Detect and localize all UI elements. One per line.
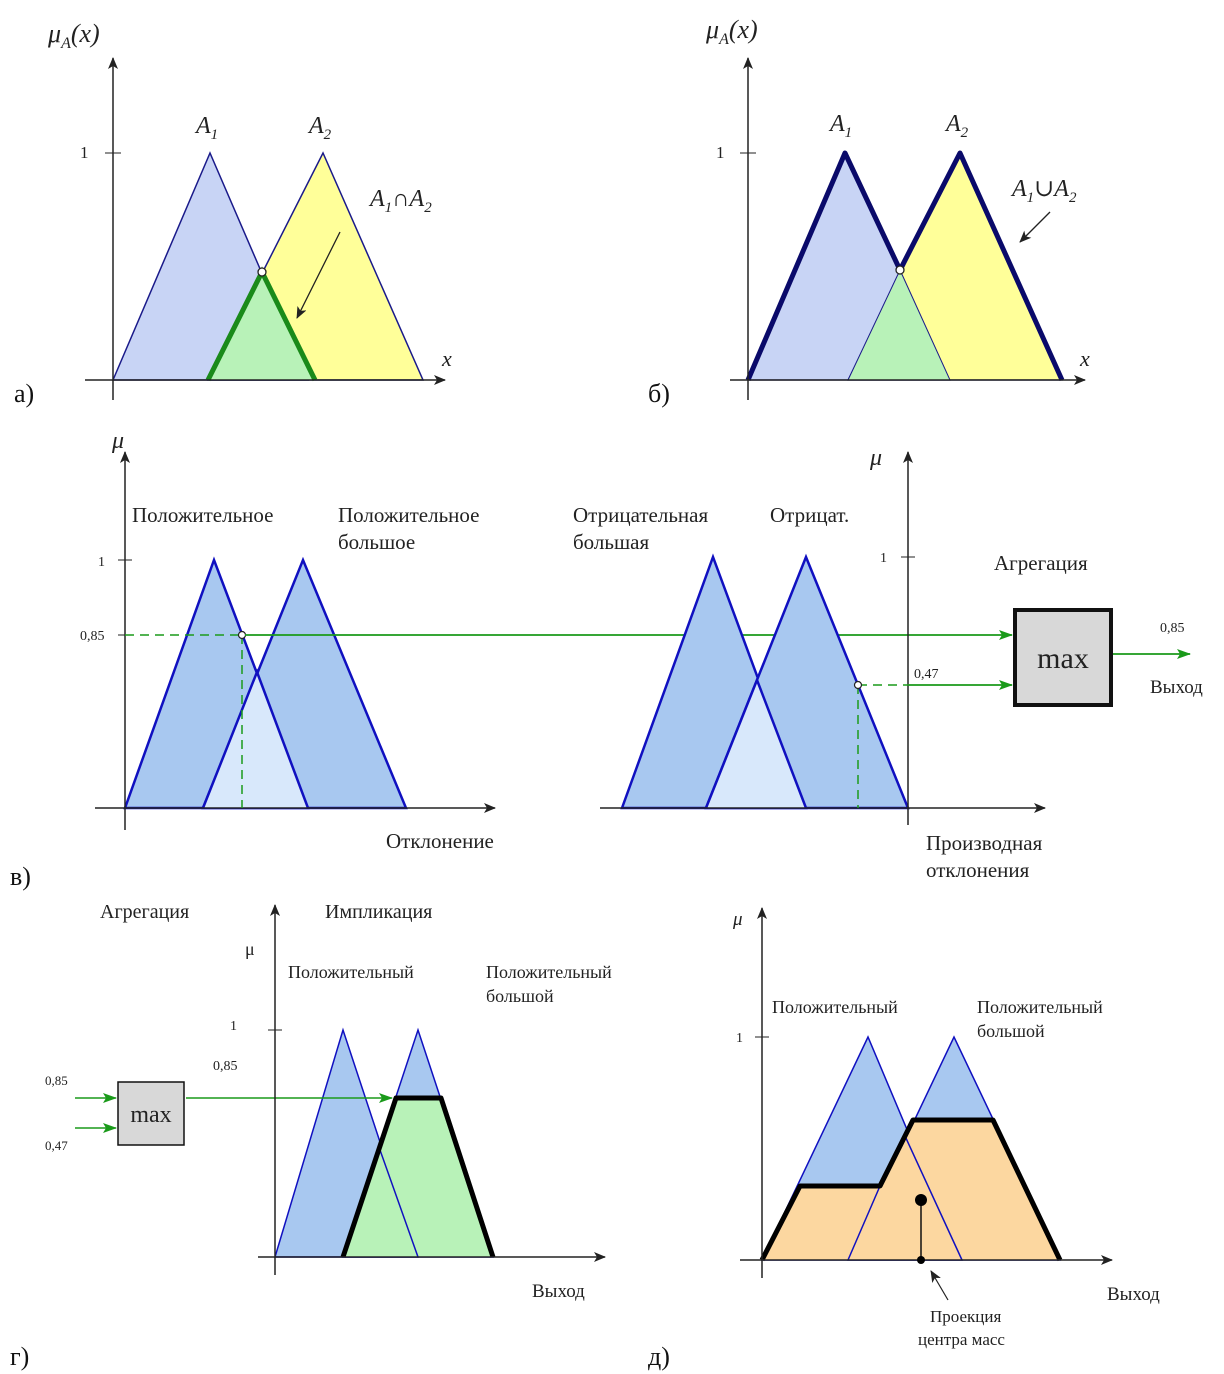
point-085 xyxy=(237,630,247,640)
set-a2-label-b: A2 xyxy=(944,111,969,141)
term-positive-large-label-2: большое xyxy=(338,530,415,554)
term-positive-large-label-d-1: Положительный xyxy=(977,997,1103,1017)
panel-label-d: д) xyxy=(648,1342,670,1371)
set-a1-label-a: A1 xyxy=(194,113,218,143)
large-edge-d xyxy=(847,1185,881,1261)
tick-one-label-g: 1 xyxy=(230,1019,237,1034)
crossing-point-b xyxy=(895,265,905,275)
max-box-g-label: max xyxy=(130,1102,171,1128)
term-positive-label-g: Положительный xyxy=(288,962,414,982)
x-axis-label-a: x xyxy=(441,346,452,371)
term-positive-label: Положительное xyxy=(132,503,273,527)
panel-b: μA(x) 1 x A1 A2 A1∪A2 б) xyxy=(648,15,1090,408)
overlap-left xyxy=(203,672,308,808)
pointer-arrow-b xyxy=(1019,211,1051,243)
term-negative-large-label-2: большая xyxy=(573,530,649,554)
x-axis-label-v-left: Отклонение xyxy=(386,829,494,853)
y-axis-label-v-right: μ xyxy=(869,445,882,471)
panel-v: μ 1 0,85 Положительное Положительное бол… xyxy=(10,428,1203,891)
tick-085-label-g: 0,85 xyxy=(213,1059,238,1074)
positive-edge-g xyxy=(379,1149,419,1258)
overlap-right-edges xyxy=(704,676,808,809)
y-axis-label-v-left: μ xyxy=(111,428,124,454)
y-axis-label-d: μ xyxy=(732,909,743,930)
output-value-v: 0,85 xyxy=(1160,621,1185,636)
tick-one-label-a: 1 xyxy=(80,143,89,162)
input-047-label: 0,47 xyxy=(45,1138,68,1153)
panel-label-b: б) xyxy=(648,379,670,408)
panel-label-v: в) xyxy=(10,862,31,891)
intersection-label: A1∩A2 xyxy=(368,186,432,216)
positive-edge-d xyxy=(904,1135,963,1261)
tick-one-label-v-left: 1 xyxy=(98,555,105,570)
implication-title-g: Импликация xyxy=(325,901,432,923)
point-047 xyxy=(853,680,863,690)
union-label: A1∪A2 xyxy=(1010,176,1077,206)
aggregated-output-region xyxy=(762,1120,1060,1260)
x-axis-label-v-right-2: отклонения xyxy=(926,858,1030,882)
x-axis-label-b: x xyxy=(1079,346,1090,371)
term-positive-large-label-d-2: большой xyxy=(977,1021,1045,1041)
term-positive-large-label-g-2: большой xyxy=(486,986,554,1006)
max-box-v xyxy=(1013,608,1113,707)
term-positive-large-label-1: Положительное xyxy=(338,503,479,527)
tick-one-label-v-right: 1 xyxy=(880,551,887,566)
tick-085-label-v-left: 0,85 xyxy=(80,629,105,644)
aggregation-title-g: Агрегация xyxy=(100,901,189,923)
projection-label-2: центра масс xyxy=(918,1330,1005,1349)
x-axis-label-d: Выход xyxy=(1107,1284,1160,1305)
overlap-left-edges xyxy=(201,668,310,809)
crossing-point-a xyxy=(257,267,267,277)
tick-one-label-d: 1 xyxy=(736,1031,743,1046)
value-047-label: 0,47 xyxy=(914,667,939,682)
output-label-v: Выход xyxy=(1150,677,1203,698)
overlap-right xyxy=(706,680,806,808)
aggregation-title-v: Агрегация xyxy=(994,551,1088,575)
aggregated-outline xyxy=(759,1117,1063,1262)
tick-one-label-b: 1 xyxy=(716,143,725,162)
center-of-mass-projection xyxy=(917,1256,925,1264)
panel-a: μA(x) 1 x A1 A2 A1∩A2 а) xyxy=(14,19,452,408)
panel-label-g: г) xyxy=(10,1342,29,1371)
x-axis-label-g: Выход xyxy=(532,1281,585,1302)
y-axis-label-g: μ xyxy=(245,939,255,959)
y-axis-label-b: μA(x) xyxy=(705,15,758,48)
max-box-g xyxy=(117,1081,185,1146)
projection-pointer xyxy=(930,1270,949,1301)
term-negative-large-label-1: Отрицательная xyxy=(573,503,708,527)
term-positive-label-d: Положительный xyxy=(772,997,898,1017)
implication-result xyxy=(343,1098,493,1257)
set-a1-label-b: A1 xyxy=(828,111,852,141)
panel-g: Агрегация Импликация max 0,85 0,47 μ 1 0… xyxy=(10,901,612,1371)
input-085-label: 0,85 xyxy=(45,1073,68,1088)
pointer-arrow-a xyxy=(296,231,341,319)
term-negative-label: Отрицат. xyxy=(770,503,849,527)
projection-label-1: Проекция xyxy=(930,1307,1001,1326)
term-positive-large-label-g-1: Положительный xyxy=(486,962,612,982)
y-axis-label-a: μA(x) xyxy=(47,19,100,52)
panel-label-a: а) xyxy=(14,379,34,408)
implication-outline xyxy=(340,1095,496,1258)
x-axis-label-v-right-1: Производная xyxy=(926,831,1043,855)
panel-d: μ 1 Положительный Положительный большой … xyxy=(648,907,1160,1371)
center-of-mass-point xyxy=(915,1194,927,1206)
max-box-v-label: max xyxy=(1037,642,1089,675)
set-a2-label-a: A2 xyxy=(307,113,332,143)
intersection-region xyxy=(208,272,315,380)
